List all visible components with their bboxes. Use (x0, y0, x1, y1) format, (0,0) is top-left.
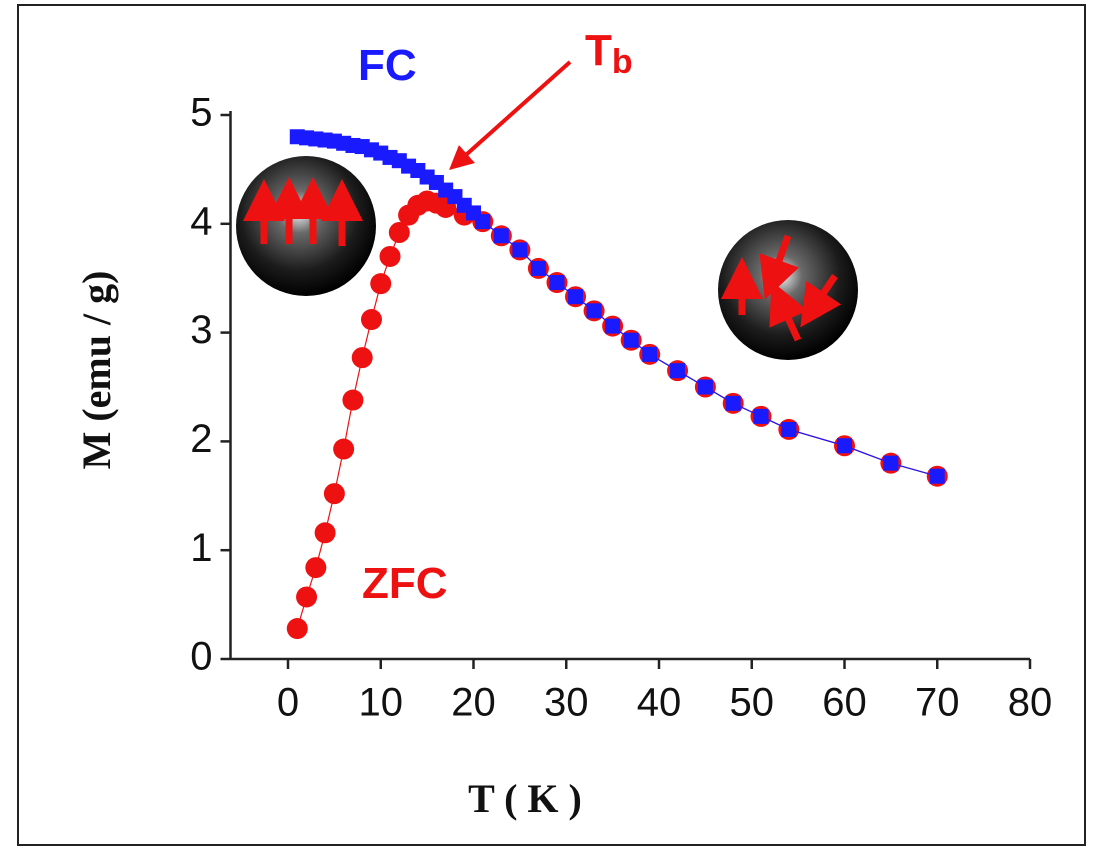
data-point (370, 273, 391, 294)
data-point (315, 522, 336, 543)
data-point (698, 380, 713, 395)
annotation: FC (358, 41, 417, 90)
annotation-subscript: b (612, 43, 633, 81)
data-point (512, 242, 527, 257)
x-tick-label: 80 (1008, 681, 1053, 725)
y-tick-label: 1 (190, 526, 212, 570)
data-point (531, 261, 546, 276)
data-point (494, 228, 509, 243)
data-point (837, 438, 852, 453)
x-tick-label: 70 (915, 681, 960, 725)
annotation: Tb (585, 26, 633, 81)
y-tick-label: 5 (190, 91, 212, 135)
annotation-main: T (585, 26, 612, 75)
x-tick-label: 20 (451, 681, 496, 725)
data-point (352, 347, 373, 368)
x-tick-label: 50 (730, 681, 775, 725)
x-tick-label: 0 (277, 681, 299, 725)
data-point (333, 439, 354, 460)
chart: 01234501020304050607080T ( K )M (emu / g… (0, 0, 1095, 857)
x-axis-title: T ( K ) (468, 776, 582, 821)
x-tick-label: 40 (637, 681, 682, 725)
page: {"chart_data": { "type": "scatter", "xla… (0, 0, 1095, 857)
data-point (883, 456, 898, 471)
data-point (624, 333, 639, 348)
data-point (781, 422, 796, 437)
data-point (726, 396, 741, 411)
data-point (549, 275, 564, 290)
data-point (475, 214, 490, 229)
y-axis-title: M (emu / g) (74, 271, 119, 470)
disordered-sphere (718, 220, 858, 360)
y-tick-label: 2 (190, 417, 212, 461)
x-tick-label: 10 (359, 681, 404, 725)
data-point (930, 469, 945, 484)
data-point (587, 303, 602, 318)
data-point (296, 586, 317, 607)
y-tick-label: 3 (190, 308, 212, 352)
data-point (642, 347, 657, 362)
x-tick-label: 60 (822, 681, 867, 725)
data-point (361, 309, 382, 330)
data-point (342, 390, 363, 411)
data-point (305, 557, 326, 578)
data-point (380, 246, 401, 267)
annotation: ZFC (362, 559, 448, 608)
data-point (324, 483, 345, 504)
ordered-sphere (236, 156, 376, 296)
data-point (670, 363, 685, 378)
y-tick-label: 0 (190, 635, 212, 679)
y-tick-label: 4 (190, 199, 212, 243)
tb-arrow (458, 62, 570, 162)
data-point (568, 289, 583, 304)
data-point (287, 618, 308, 639)
data-point (605, 319, 620, 334)
data-point (754, 409, 769, 424)
x-tick-label: 30 (544, 681, 589, 725)
